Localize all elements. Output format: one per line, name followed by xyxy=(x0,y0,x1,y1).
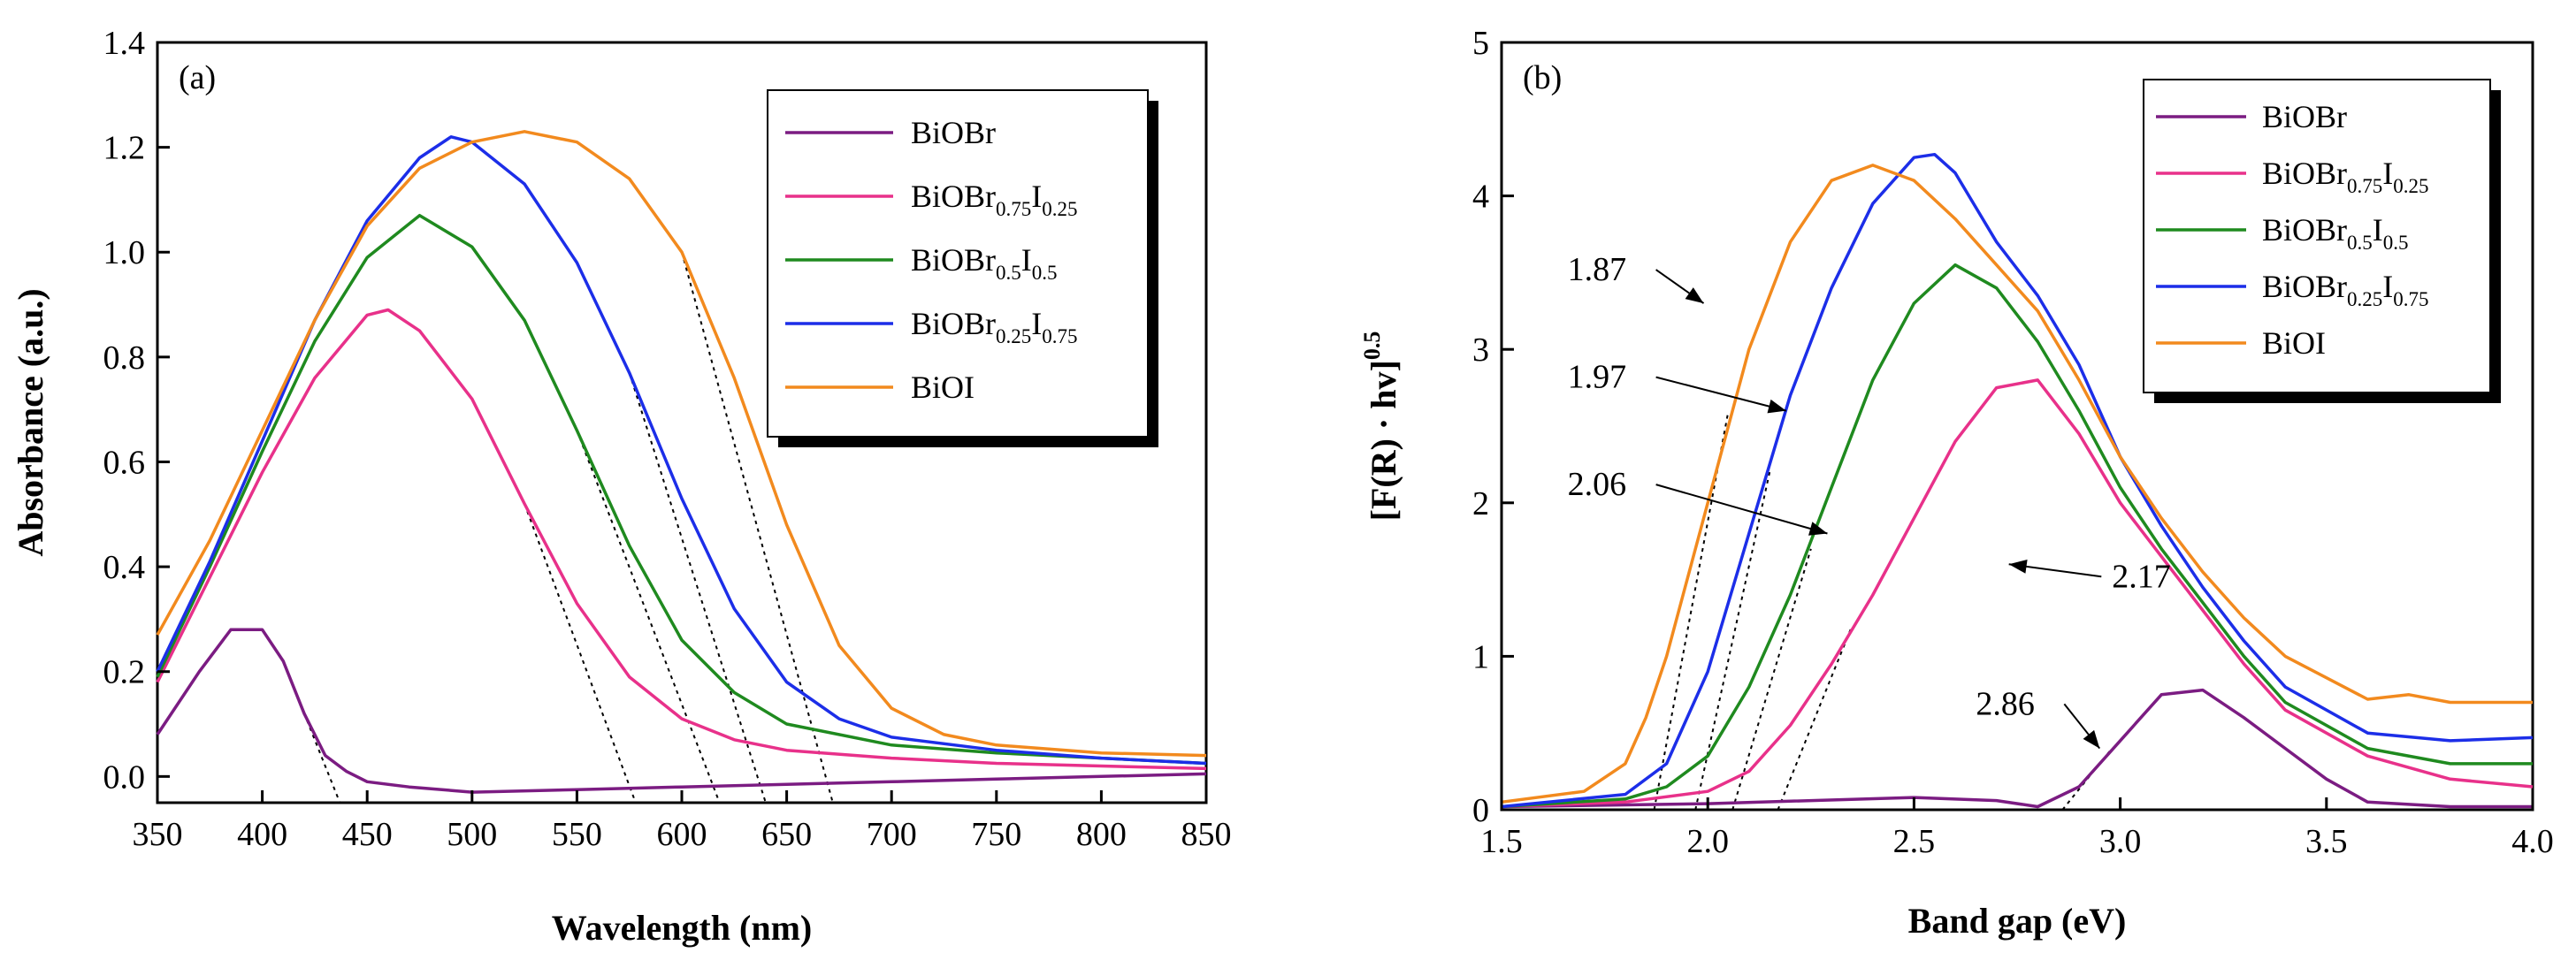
legend-entry: BiOBr0.5I0.5 xyxy=(2262,212,2409,254)
y-tick-label: 5 xyxy=(1472,25,1489,62)
tangent-line xyxy=(1731,548,1812,811)
annotation-arrowhead xyxy=(1808,522,1828,536)
x-tick-label: 650 xyxy=(761,816,812,853)
y-tick-label: 1 xyxy=(1472,638,1489,675)
x-tick-label: 400 xyxy=(237,816,287,853)
annotations: 1.87 1.97 2.06 2.17 2.86 xyxy=(1568,251,2171,750)
x-tick-label: 550 xyxy=(552,816,602,853)
x-axis-title: Band gap (eV) xyxy=(1908,901,2127,941)
y-tick-label: 0.8 xyxy=(103,339,146,377)
chart-panel-a: 350 400 450 500 550 600 650 700 750 800 850 0.0 0.2… xyxy=(11,25,1232,948)
y-tick-label: 0.2 xyxy=(103,654,146,691)
tangent-line xyxy=(628,372,767,804)
legend-entry: BiOI xyxy=(2262,325,2326,361)
x-tick-label: 2.0 xyxy=(1686,823,1729,860)
legend-items: BiOBr BiOBr0.75I0.25 BiOBr0.5I0.5 BiOBr0.25… xyxy=(2156,99,2429,361)
y-tick-label: 0 xyxy=(1472,792,1489,829)
series-line-BiOI xyxy=(156,130,1207,758)
series-line-BiOBr0.25I0.75 xyxy=(1501,152,2534,809)
x-tick-label: 450 xyxy=(342,816,393,853)
panel-label: (b) xyxy=(1523,59,1562,96)
y-tick-label: 0.6 xyxy=(103,444,146,481)
annotation-arrowhead xyxy=(2008,560,2028,574)
series-line-BiOBr0.5I0.5 xyxy=(156,213,1207,766)
panel-label: (a) xyxy=(179,59,216,96)
legend-entry: BiOBr xyxy=(2262,99,2347,134)
series-lines xyxy=(1501,152,2534,809)
legend xyxy=(2143,79,2491,393)
annotation-label: 2.86 xyxy=(1976,685,2035,722)
x-tick-label: 700 xyxy=(867,816,917,853)
annotation-label: 2.17 xyxy=(2112,558,2171,595)
x-tick-label: 3.0 xyxy=(2099,823,2142,860)
y-axis-title: [F(R) · hv]0.5 xyxy=(1359,332,1403,522)
x-tick-label: 500 xyxy=(447,816,497,853)
x-tick-label: 3.5 xyxy=(2305,823,2348,860)
y-tick-label: 0.4 xyxy=(103,549,146,586)
y-tick-label: 2 xyxy=(1472,485,1489,522)
chart-panel-b: 1.871.972.062.172.86 1.5 2.0 2.5 3.0 3.5 4.0 … xyxy=(1359,25,2554,941)
x-axis-ticks: 1.5 2.0 2.5 3.0 3.5 4.0 xyxy=(1480,797,2554,860)
y-tick-label: 3 xyxy=(1472,332,1489,369)
x-axis-title: Wavelength (nm) xyxy=(552,908,812,948)
x-tick-label: 800 xyxy=(1076,816,1127,853)
legend-entry: BiOBr0.5I0.5 xyxy=(911,242,1058,284)
legend-entry: BiOBr xyxy=(911,115,996,150)
series-lines xyxy=(156,130,1207,794)
series-line-BiOI xyxy=(1501,164,2533,804)
x-tick-label: 850 xyxy=(1181,816,1232,853)
tangent-lines xyxy=(1653,410,2114,811)
annotation-label: 1.97 xyxy=(1568,359,1627,396)
x-tick-label: 350 xyxy=(133,816,183,853)
legend xyxy=(767,89,1149,438)
tangent-line xyxy=(576,430,721,804)
tangent-lines xyxy=(282,251,834,804)
series-line-BiOBr0.75I0.25 xyxy=(1501,378,2534,809)
y-tick-label: 4 xyxy=(1472,179,1489,216)
y-axis-title: Absorbance (a.u.) xyxy=(11,288,50,556)
x-tick-label: 4.0 xyxy=(2511,823,2554,860)
annotation-arrowhead xyxy=(1767,399,1786,414)
y-axis-ticks: 0 1 2 3 4 5 xyxy=(1472,25,1514,829)
tangent-line xyxy=(1777,625,1854,811)
series-line-BiOBr0.75I0.25 xyxy=(156,308,1207,771)
x-tick-label: 750 xyxy=(971,816,1021,853)
annotation-arrow xyxy=(1655,484,1828,535)
plot-frame xyxy=(1500,41,2534,812)
series-line-BiOBr xyxy=(1501,688,2533,809)
x-axis-ticks: 350 400 450 500 550 600 650 700 750 800 850 xyxy=(133,790,1232,853)
annotation-label: 2.06 xyxy=(1568,466,1627,503)
legend-entry: BiOBr0.75I0.25 xyxy=(911,179,1078,220)
legend-entry: BiOBr0.25I0.75 xyxy=(2262,269,2429,310)
tangent-line xyxy=(524,503,637,804)
y-tick-label: 0.0 xyxy=(103,758,146,796)
legend-entry: BiOBr0.25I0.75 xyxy=(911,306,1078,347)
y-tick-label: 1.2 xyxy=(103,130,146,167)
y-tick-label: 1.4 xyxy=(103,25,146,62)
annotation-arrow xyxy=(1655,376,1787,412)
annotation-arrowhead xyxy=(2083,729,2100,749)
y-axis-title-main: [F(R) · hv] xyxy=(1364,360,1403,521)
legend-items: BiOBr BiOBr0.75I0.25 BiOBr0.5I0.5 BiOBr0.25… xyxy=(785,115,1078,405)
series-line-BiOBr0.5I0.5 xyxy=(1501,263,2533,809)
annotation-label: 1.87 xyxy=(1568,251,1627,288)
legend-entry: BiOBr0.75I0.25 xyxy=(2262,156,2429,197)
x-tick-label: 1.5 xyxy=(1480,823,1523,860)
series-line-BiOBr xyxy=(156,628,1207,794)
y-axis-ticks: 0.0 0.2 0.4 0.6 0.8 1.0 1.2 1.4 xyxy=(103,25,170,796)
legend-entry: BiOI xyxy=(911,370,975,405)
y-axis-title-superscript: 0.5 xyxy=(1359,332,1385,361)
x-tick-label: 2.5 xyxy=(1893,823,1936,860)
annotation-arrowhead xyxy=(1685,287,1704,304)
y-tick-label: 1.0 xyxy=(103,234,146,271)
x-tick-label: 600 xyxy=(657,816,707,853)
